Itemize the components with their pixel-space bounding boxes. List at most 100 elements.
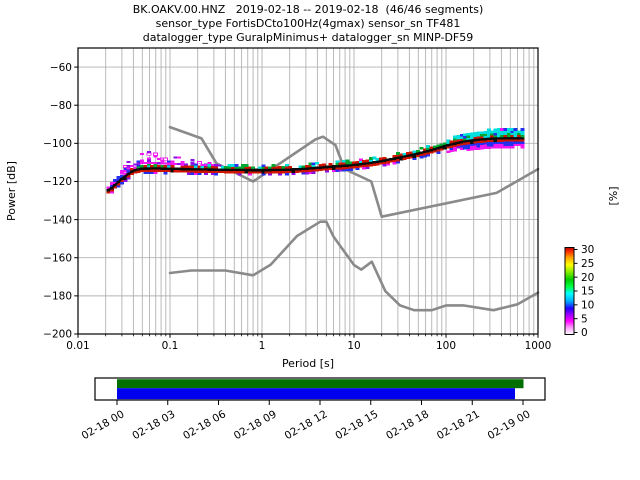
ppsd-cell xyxy=(419,153,424,157)
ppsd-cell xyxy=(143,169,148,172)
ppsd-cell xyxy=(500,141,505,144)
ppsd-cell xyxy=(331,169,336,173)
ppsd-cell xyxy=(503,130,508,133)
ppsd-cell xyxy=(234,166,239,169)
ppsd-cell xyxy=(496,141,501,145)
ppsd-cell xyxy=(446,145,451,149)
ppsd-cell xyxy=(204,165,208,169)
ppsd-cell xyxy=(116,182,121,186)
ppsd-cell xyxy=(268,166,272,170)
ppsd-cloud-cell xyxy=(163,162,168,165)
ppsd-cloud-cell xyxy=(123,169,128,172)
ppsd-cell xyxy=(251,170,256,174)
ppsd-cell xyxy=(119,179,124,183)
ppsd-cell xyxy=(136,165,141,169)
ppsd-cell xyxy=(348,166,353,169)
ppsd-cell xyxy=(190,170,195,173)
ppsd-cell xyxy=(321,168,326,171)
ppsd-cell xyxy=(335,169,340,172)
ppsd-cell xyxy=(449,145,454,148)
ppsd-cell xyxy=(395,160,400,164)
ppsd-cell xyxy=(520,143,525,147)
ppsd-cell xyxy=(106,190,111,194)
ppsd-cell xyxy=(459,136,464,139)
x-tick-label: 0.1 xyxy=(162,340,179,352)
ppsd-cell xyxy=(500,145,505,149)
ppsd-cell xyxy=(298,165,303,169)
timeline-tick-label: 02-18 03 xyxy=(130,408,177,442)
ppsd-cell xyxy=(507,132,511,136)
ppsd-cell xyxy=(288,170,293,174)
ppsd-cell xyxy=(234,170,239,174)
ppsd-cell xyxy=(136,170,141,173)
ppsd-cell xyxy=(476,144,481,148)
ppsd-cell xyxy=(382,157,387,160)
y-tick-label: −60 xyxy=(50,62,72,74)
ppsd-cell xyxy=(328,163,333,166)
ppsd-cell xyxy=(382,163,387,167)
ppsd-cell xyxy=(466,148,471,151)
noise-model-nhnm xyxy=(168,125,540,218)
ppsd-cell xyxy=(305,169,309,173)
ppsd-cell xyxy=(365,166,370,169)
ppsd-cell xyxy=(355,165,360,168)
ppsd-cell xyxy=(422,152,427,156)
ppsd-cell xyxy=(318,163,323,167)
ppsd-cell xyxy=(375,162,380,166)
ppsd-cell xyxy=(473,145,478,148)
ppsd-cell xyxy=(345,166,350,169)
ppsd-cell xyxy=(510,141,515,144)
ppsd-cell xyxy=(500,143,505,147)
ppsd-cell xyxy=(473,134,478,137)
ppsd-cell xyxy=(463,142,468,145)
ppsd-cell xyxy=(271,164,276,167)
ppsd-cell xyxy=(510,145,515,149)
ppsd-cell xyxy=(483,139,488,143)
colorbar-tick-label: 10 xyxy=(581,300,594,312)
ppsd-cell xyxy=(412,155,417,158)
ppsd-cloud-cell xyxy=(160,162,165,165)
ppsd-cell xyxy=(358,164,363,168)
ppsd-cell xyxy=(348,161,353,165)
timeline-tick-label: 02-18 12 xyxy=(283,408,330,442)
ppsd-cell xyxy=(150,171,155,175)
ppsd-cell xyxy=(227,166,232,169)
ppsd-cell xyxy=(150,164,155,168)
ppsd-cell xyxy=(426,154,431,157)
ppsd-cell xyxy=(456,143,461,147)
ppsd-cell xyxy=(146,169,151,172)
ppsd-cell xyxy=(416,150,421,153)
colorbar-tick-label: 0 xyxy=(581,327,588,339)
ppsd-cell xyxy=(274,170,279,174)
ppsd-cell xyxy=(365,164,370,167)
ppsd-cell xyxy=(294,170,299,173)
ppsd-cell xyxy=(325,170,330,173)
ppsd-cell xyxy=(369,163,373,167)
colorbar-unit-label: [%] xyxy=(607,186,620,205)
ppsd-cell xyxy=(503,134,508,138)
ppsd-cell xyxy=(395,152,400,155)
ppsd-cloud-cell xyxy=(146,157,151,160)
ppsd-cell xyxy=(513,139,518,142)
ppsd-cell xyxy=(268,170,272,174)
ppsd-cell xyxy=(271,170,276,174)
ppsd-cell xyxy=(153,169,158,172)
ppsd-cell xyxy=(126,170,131,173)
ppsd-cell xyxy=(244,170,249,174)
ppsd-cell xyxy=(480,135,484,139)
ppsd-cell xyxy=(369,159,373,162)
ppsd-cell xyxy=(355,167,360,171)
ppsd-cell xyxy=(463,135,468,139)
ppsd-cell xyxy=(503,145,508,149)
ppsd-cell xyxy=(167,165,171,168)
ppsd-cell xyxy=(109,188,114,192)
ppsd-cell xyxy=(288,166,293,169)
timeline-tick-label: 02-18 09 xyxy=(232,408,279,442)
ppsd-cell xyxy=(412,150,417,154)
ppsd-cell xyxy=(227,170,232,174)
ppsd-cell xyxy=(284,172,289,176)
ppsd-cell xyxy=(503,132,508,136)
ppsd-cell xyxy=(352,161,357,164)
colorbar-tick-label: 20 xyxy=(581,272,594,284)
ppsd-cell xyxy=(305,165,309,168)
